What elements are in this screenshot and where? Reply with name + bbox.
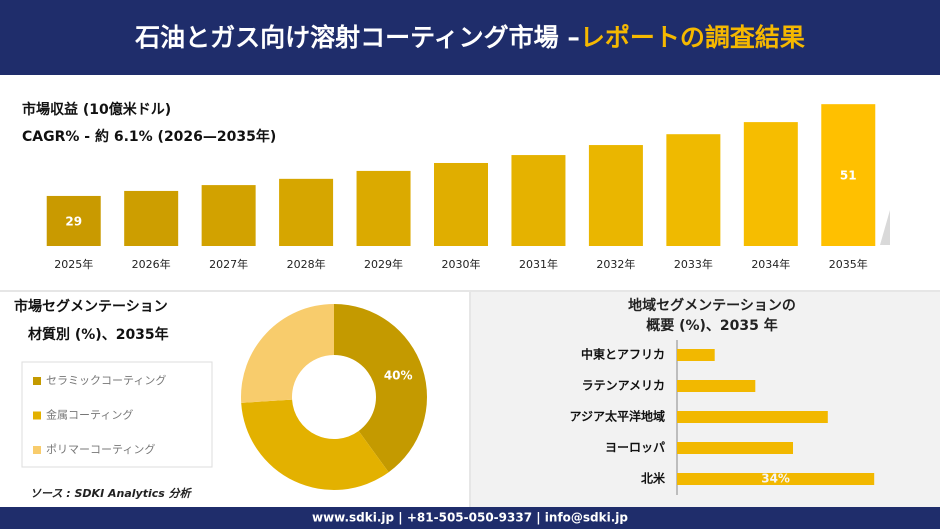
x-tick-label: 2027年 [209,257,248,271]
chart-subtitle: CAGR% - 約 6.1% (2026—2035年) [22,128,276,145]
header-title: 石油とガス向け溶射コーティング市場 –レポートの調査結果 [134,23,805,52]
legend-box [21,361,213,468]
data-label: 51 [840,169,857,183]
bar [279,178,334,246]
bar [201,185,256,246]
right-panel [471,292,940,507]
x-tick-label: 2034年 [751,257,790,271]
y-tick-label: 北米 [641,471,666,486]
x-tick-label: 2033年 [674,257,713,271]
bar [677,380,756,392]
x-tick-label: 2028年 [287,257,326,271]
y-tick-label: 中東とアフリカ [581,347,665,362]
legend-label: 金属コーティング [46,408,133,422]
y-tick-label: ラテンアメリカ [582,379,665,393]
chart-subtitle: 概要 (%)、2035 年 [646,317,778,334]
donut-slice [334,304,427,473]
bar [356,170,411,246]
legend-label: ポリマーコーティング [46,442,155,456]
bar [46,195,101,246]
data-label: 29 [65,215,82,229]
bar [743,122,798,246]
header-title-highlight: レポートの調査結果 [580,23,805,52]
legend-swatch [33,446,41,454]
bar [666,134,721,246]
source: ソース : SDKI Analytics 分析 [30,487,193,500]
header-title-main: 石油とガス向け溶射コーティング市場 – [134,23,580,52]
bar [434,162,488,246]
bar [677,411,828,423]
donut-slice [241,399,389,490]
bar [677,349,715,361]
x-tick-label: 2030年 [442,257,481,271]
chart-title: 市場セグメンテーション [14,298,168,315]
legend-swatch [33,411,41,420]
bar [588,145,643,246]
bar [677,442,793,454]
x-tick-label: 2026年 [132,257,171,271]
y-tick-label: ヨーロッパ [605,441,665,455]
bar [511,155,566,246]
x-tick-label: 2032年 [596,257,635,271]
data-label: 34% [761,472,790,486]
legend-swatch [33,377,41,385]
donut-slice [241,304,334,403]
legend-label: セラミックコーティング [46,373,166,387]
y-tick-label: アジア太平洋地域 [569,409,665,424]
data-label: 40% [384,369,413,383]
footer: www.sdki.jp | +81-505-050-9337 | info@sd… [312,511,628,525]
chart-title: 市場収益 (10億米ドル) [22,101,171,118]
x-tick-label: 2035年 [829,257,868,271]
bar [124,190,179,246]
chart-subtitle: 材質別 (%)、2035年 [28,326,169,343]
chart-title: 地域セグメンテーションの [628,297,796,314]
bar [821,104,876,247]
x-tick-label: 2031年 [519,257,558,271]
bar [677,473,875,485]
header-bar [0,0,940,75]
footer-bar [0,507,940,529]
x-tick-label: 2025年 [54,257,93,271]
x-tick-label: 2029年 [364,257,403,271]
